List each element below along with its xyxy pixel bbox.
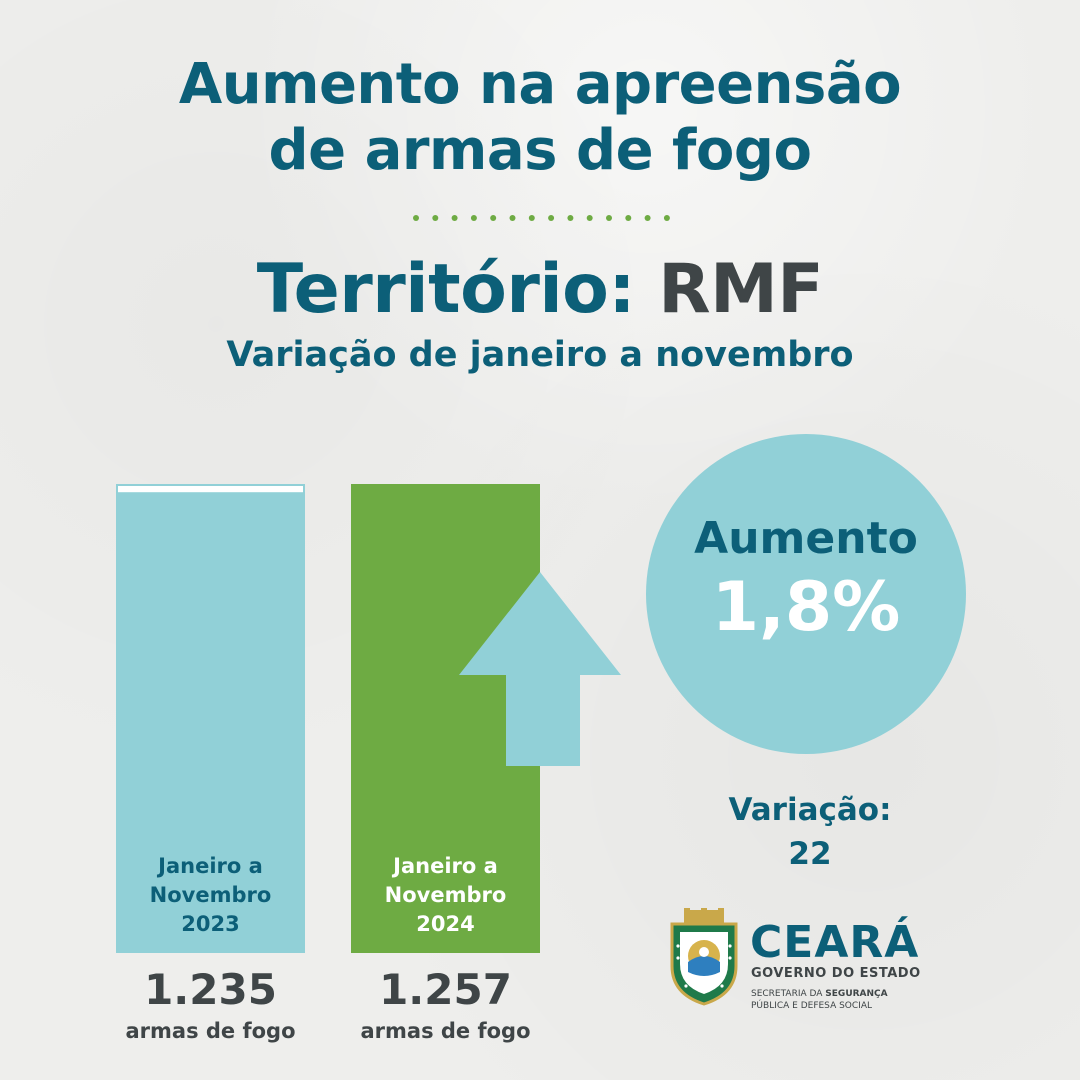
bar-2024-category-label: Janeiro a Novembro 2024	[351, 852, 540, 939]
variation-value: 22	[788, 836, 832, 872]
divider-dot	[567, 215, 574, 221]
divider-dot	[451, 215, 458, 221]
bar-2024-label-line-3: 2024	[416, 912, 475, 936]
divider-dot	[470, 215, 477, 221]
divider-dot	[548, 215, 555, 221]
variation-label: Variação:	[728, 792, 892, 828]
page-title: Aumento na apreensão de armas de fogo	[0, 52, 1080, 184]
territory-heading: Território: RMF	[0, 248, 1080, 332]
divider-dot	[625, 215, 632, 221]
bar-2024-value-label: 1.257	[379, 965, 512, 1014]
state-coat-of-arms-icon	[670, 908, 738, 1006]
bar-2023-category-label: Janeiro a Novembro 2023	[116, 852, 305, 939]
bar-2024-label-line-1: Janeiro a	[393, 854, 498, 878]
divider-dot	[490, 215, 497, 221]
logo-secretariat-prefix: SECRETARIA DA	[751, 989, 826, 999]
bar-2023	[116, 492, 305, 953]
logo-secretariat-line-1: SECRETARIA DA SEGURANÇA	[751, 988, 888, 1000]
increase-label: Aumento	[694, 513, 918, 564]
logo-secretariat-line-2: PÚBLICA E DEFESA SOCIAL	[751, 1001, 872, 1011]
bar-2023-unit-label: armas de fogo	[125, 1019, 296, 1043]
divider-dot	[432, 215, 439, 221]
government-logo: CEARÁ GOVERNO DO ESTADO SECRETARIA DA SE…	[666, 906, 966, 1016]
increase-percentage: 1,8%	[711, 568, 901, 647]
divider-dot	[586, 215, 593, 221]
divider-dot	[663, 215, 670, 221]
territory-label: Território:	[256, 250, 636, 329]
divider-dot	[528, 215, 535, 221]
title-line-1: Aumento na apreensão	[178, 52, 902, 117]
bar-2023-label-line-2: Novembro	[149, 883, 272, 907]
variation-block: Variação: 22	[660, 788, 960, 876]
title-line-2: de armas de fogo	[268, 118, 812, 183]
divider-dot	[644, 215, 651, 221]
territory-value: RMF	[658, 250, 824, 329]
bar-2023-label-line-1: Janeiro a	[158, 854, 263, 878]
logo-subtitle: GOVERNO DO ESTADO	[751, 966, 921, 981]
bar-2024-unit-label: armas de fogo	[360, 1019, 531, 1043]
divider-dot	[606, 215, 612, 221]
divider-dot	[413, 215, 419, 221]
increase-badge: Aumento 1,8%	[646, 434, 966, 754]
logo-wordmark: CEARÁ	[750, 917, 920, 968]
bar-2023-label-line-3: 2023	[181, 912, 240, 936]
bar-2024-label-line-2: Novembro	[384, 883, 507, 907]
arrow-up-icon	[459, 572, 621, 766]
logo-secretariat: SECRETARIA DA SEGURANÇA PÚBLICA E DEFESA…	[751, 988, 888, 1012]
bar-2023-value-label: 1.235	[144, 965, 277, 1014]
divider-dot	[509, 215, 516, 221]
logo-secretariat-bold: SEGURANÇA	[825, 989, 888, 999]
dotted-divider	[413, 215, 670, 221]
subtitle: Variação de janeiro a novembro	[226, 335, 854, 375]
